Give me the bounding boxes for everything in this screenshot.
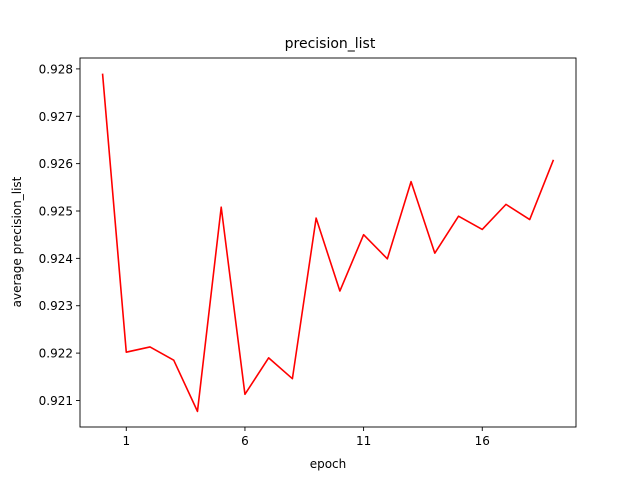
x-tick-label: 1 (122, 434, 130, 448)
x-tick-label: 6 (241, 434, 249, 448)
y-tick-label: 0.923 (39, 299, 73, 313)
x-tick-label: 16 (475, 434, 490, 448)
y-tick-label: 0.926 (39, 157, 73, 171)
y-tick-label: 0.927 (39, 110, 73, 124)
y-tick-label: 0.921 (39, 394, 73, 408)
y-tick-label: 0.928 (39, 62, 73, 76)
y-tick-label: 0.925 (39, 205, 73, 219)
x-axis-label: epoch (310, 457, 347, 471)
y-tick-label: 0.922 (39, 347, 73, 361)
x-tick-label: 11 (356, 434, 371, 448)
y-tick-label: 0.924 (39, 252, 73, 266)
chart-title: precision_list (285, 36, 376, 52)
y-axis-label: average precision_list (10, 176, 24, 307)
